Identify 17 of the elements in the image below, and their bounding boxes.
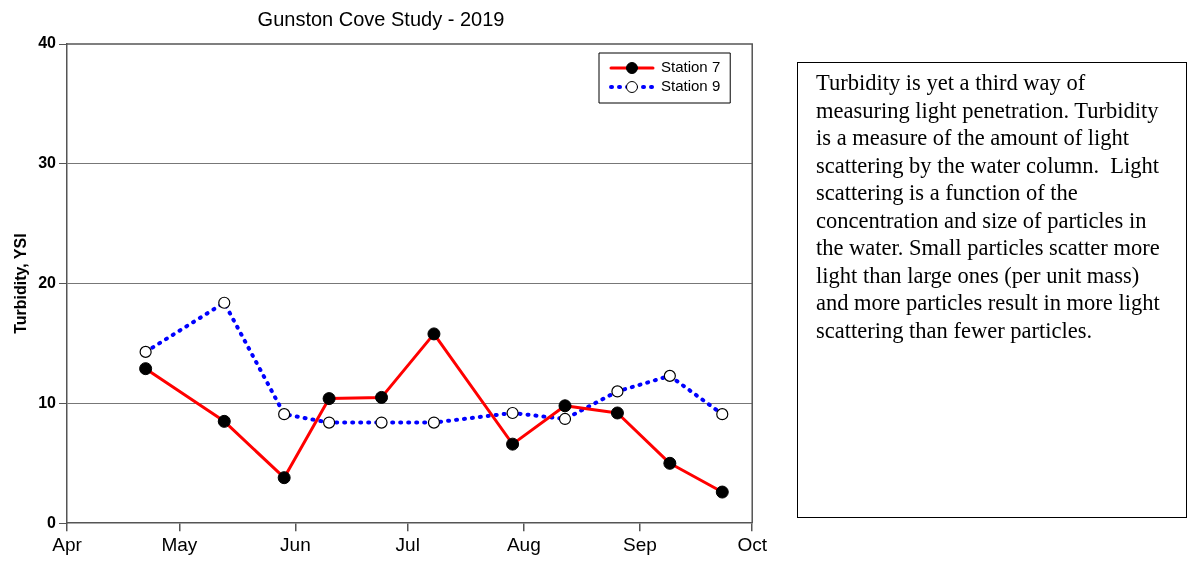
x-tick-label: May <box>161 533 198 555</box>
y-tick-label: 20 <box>38 274 57 292</box>
legend-label: Station 9 <box>661 77 721 95</box>
x-tick-label: Aug <box>506 533 541 555</box>
x-tick-label: Jun <box>280 533 311 555</box>
chart-title: Gunston Cove Study - 2019 <box>257 7 505 30</box>
x-tick-label: Apr <box>52 533 83 555</box>
x-tick-label: Oct <box>737 533 768 555</box>
y-tick-label: 30 <box>38 154 57 172</box>
y-tick-label: 40 <box>38 34 57 52</box>
text: Turbidity is yet a third way of measuring light penetration. Turbidity is a measure of the amount of light scattering by the water column. Light scattering is a function of the concentration and size of particles in the water. Small particles scatter more light than large ones (per unit mass) and more particles result in more light scattering than fewer particles. <box>816 70 1160 343</box>
legend-label: Station 7 <box>661 58 721 76</box>
y-tick-label: 0 <box>47 513 57 531</box>
y-axis-title: Turbidity, YSI <box>12 233 30 334</box>
x-tick-label: Jul <box>395 533 420 555</box>
x-tick-label: Sep <box>622 533 657 555</box>
y-tick-label: 10 <box>38 393 57 411</box>
